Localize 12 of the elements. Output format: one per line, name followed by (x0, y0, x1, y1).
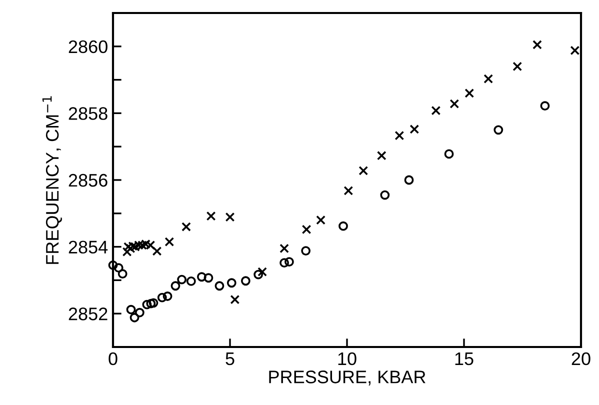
y-tick-label: 2854 (68, 240, 108, 254)
x-tick-label: 0 (108, 352, 118, 366)
x-tick-label: 10 (338, 352, 356, 366)
y-tick-label: 2858 (68, 107, 108, 120)
x-axis-title: PRESSURE, KBAR (269, 370, 426, 386)
x-tick-label: 5 (226, 352, 234, 366)
y-tick-label: 2860 (68, 40, 108, 54)
y-tick-label: 2852 (68, 308, 108, 320)
y-axis-title: FREQUENCY, CM$^{−1}$ (42, 96, 62, 264)
y-tick-label: 2856 (68, 174, 108, 187)
x-tick-label: 20 (572, 352, 590, 366)
x-tick-label: 15 (455, 352, 474, 366)
